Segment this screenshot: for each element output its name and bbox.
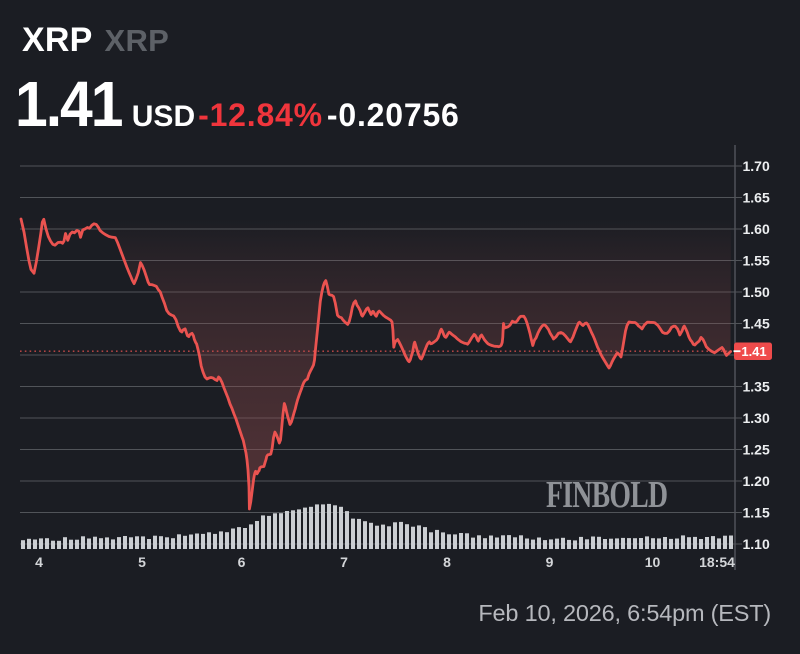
- svg-text:4: 4: [35, 554, 43, 570]
- svg-text:1.41: 1.41: [741, 344, 766, 359]
- svg-text:1.10: 1.10: [743, 536, 770, 552]
- svg-text:1.45: 1.45: [743, 316, 770, 332]
- svg-text:5: 5: [138, 554, 146, 570]
- svg-text:1.55: 1.55: [743, 253, 770, 269]
- svg-text:6: 6: [238, 554, 246, 570]
- svg-text:18:54: 18:54: [699, 554, 735, 570]
- svg-text:7: 7: [340, 554, 348, 570]
- svg-text:1.20: 1.20: [743, 473, 770, 489]
- svg-text:10: 10: [645, 554, 661, 570]
- svg-text:1.65: 1.65: [743, 190, 770, 206]
- svg-text:9: 9: [546, 554, 554, 570]
- svg-text:1.70: 1.70: [743, 158, 770, 174]
- svg-text:1.35: 1.35: [743, 379, 770, 395]
- svg-text:1.25: 1.25: [743, 442, 770, 458]
- svg-text:1.50: 1.50: [743, 284, 770, 300]
- svg-text:1.30: 1.30: [743, 410, 770, 426]
- svg-text:1.15: 1.15: [743, 505, 770, 521]
- svg-text:1.60: 1.60: [743, 221, 770, 237]
- svg-text:8: 8: [443, 554, 451, 570]
